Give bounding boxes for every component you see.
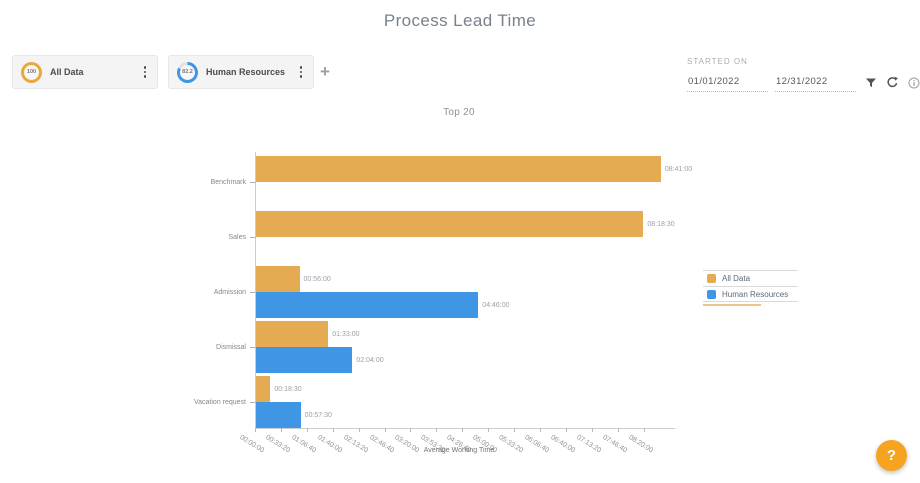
info-icon[interactable] [908, 77, 920, 89]
page-title: Process Lead Time [383, 11, 537, 30]
x-tick [280, 428, 282, 432]
x-tick [436, 428, 438, 432]
legend: All Data Human Resources [703, 270, 798, 302]
legend-item-all-data[interactable]: All Data [703, 270, 798, 286]
chip-progress-ring: 82.2 [177, 61, 198, 83]
x-tick [332, 428, 334, 432]
dataset-chip-human-resources[interactable]: 82.2 Human Resources [168, 55, 314, 89]
legend-swatch [707, 274, 716, 283]
bar-value-label: 00:18:30 [274, 385, 302, 393]
x-tick [410, 428, 412, 432]
bar-all-data[interactable] [256, 156, 661, 182]
x-tick [514, 428, 516, 432]
category-tick [250, 347, 255, 348]
bar-all-data[interactable] [256, 376, 271, 402]
bar-human-resources[interactable] [256, 402, 301, 428]
x-tick [384, 428, 386, 432]
x-axis-line [255, 428, 675, 429]
bar-human-resources[interactable] [256, 292, 479, 318]
category-tick [250, 292, 255, 293]
end-date-input[interactable] [775, 74, 856, 92]
bar-all-data[interactable] [256, 211, 644, 237]
legend-label: All Data [722, 274, 751, 283]
bar-all-data[interactable] [256, 266, 300, 292]
x-tick [255, 428, 256, 432]
category-tick [250, 182, 255, 183]
chip-score: 82.2 [180, 64, 195, 80]
bar-value-label: 00:56:00 [303, 275, 331, 283]
x-axis-title: Average Working Time [423, 447, 495, 454]
x-tick [539, 428, 541, 432]
x-tick [591, 428, 593, 432]
bar-human-resources[interactable] [256, 347, 353, 373]
x-tick [565, 428, 567, 432]
help-button[interactable]: ? [876, 440, 907, 471]
chip-label: Human Resources [206, 67, 286, 77]
x-tick [358, 428, 360, 432]
y-axis-line [255, 152, 256, 428]
legend-scroll-indicator[interactable] [703, 304, 761, 306]
bar-value-label: 08:41:00 [664, 165, 693, 173]
legend-swatch [707, 289, 716, 299]
x-tick [462, 428, 464, 432]
chip-menu-icon[interactable] [141, 62, 150, 82]
category-label: Dismissal [216, 344, 246, 351]
refresh-icon[interactable] [886, 76, 899, 89]
category-label: Sales [228, 234, 246, 241]
category-label: Vacation request [193, 399, 246, 406]
chip-label: All Data [50, 67, 84, 77]
start-date-input[interactable] [687, 74, 768, 92]
x-tick [643, 428, 645, 432]
question-mark-icon: ? [886, 447, 897, 464]
x-tick [306, 428, 308, 432]
chip-menu-icon[interactable] [297, 62, 306, 82]
started-on-label: STARTED ON [687, 57, 748, 66]
bar-all-data[interactable] [256, 321, 329, 347]
filter-funnel-icon[interactable] [865, 77, 877, 89]
x-tick [488, 428, 490, 432]
legend-item-human-resources[interactable]: Human Resources [703, 286, 798, 302]
x-tick [617, 428, 619, 432]
bar-value-label: 04:46:00 [482, 301, 510, 309]
chart-title: Top 20 [443, 107, 475, 118]
category-tick [250, 237, 255, 238]
category-label: Benchmark [210, 179, 246, 186]
chip-score: 100 [24, 64, 39, 80]
dataset-chip-all-data[interactable]: 100 All Data [12, 55, 158, 89]
legend-label: Human Resources [722, 289, 789, 299]
bar-value-label: 02:04:00 [356, 356, 384, 364]
add-dataset-button[interactable]: + [320, 62, 330, 81]
date-filter-row [687, 74, 920, 92]
chip-progress-ring: 100 [21, 61, 42, 83]
bar-value-label: 00:57:30 [304, 411, 332, 419]
category-label: Admission [213, 289, 246, 296]
bar-value-label: 01:33:00 [332, 330, 360, 338]
bar-value-label: 08:18:30 [647, 220, 675, 228]
category-tick [250, 402, 255, 403]
